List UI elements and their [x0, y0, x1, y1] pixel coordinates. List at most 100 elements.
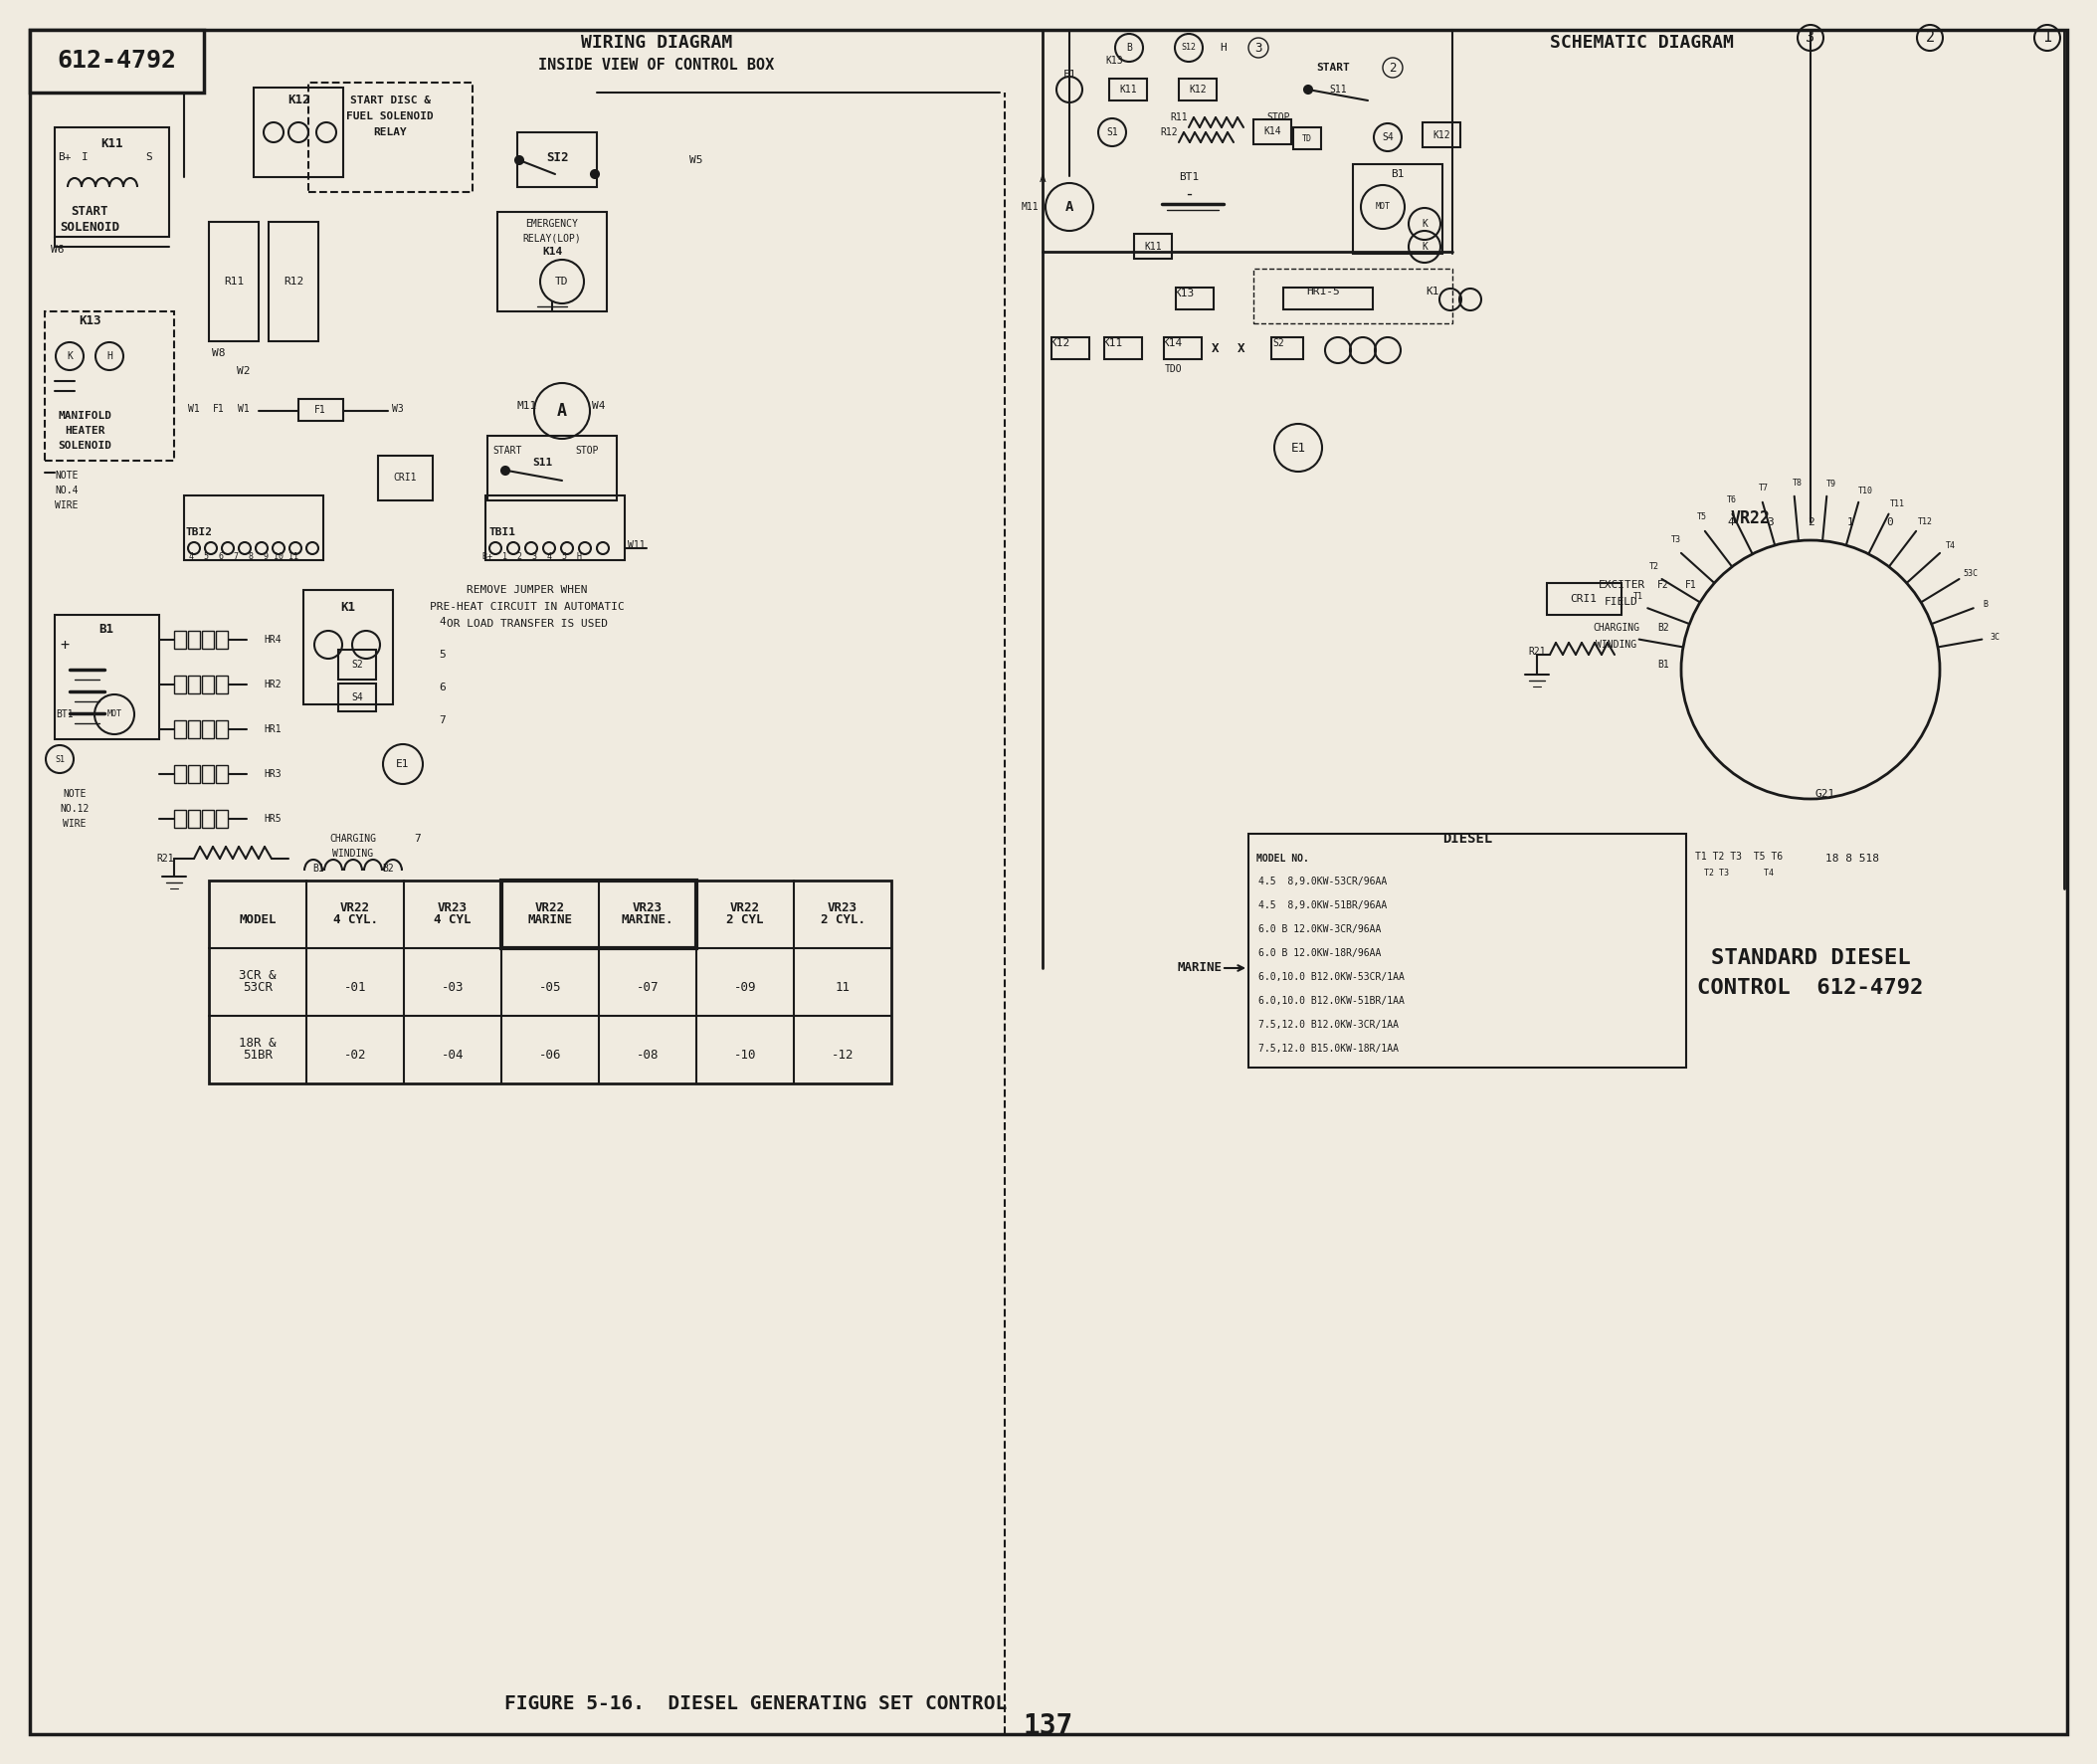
Text: 5: 5 — [438, 649, 447, 660]
Bar — [1176, 288, 1214, 309]
Text: 18R &: 18R & — [239, 1037, 277, 1050]
Text: CONTROL  612-4792: CONTROL 612-4792 — [1696, 977, 1923, 998]
Text: K12: K12 — [1048, 339, 1069, 348]
Text: 1: 1 — [2042, 30, 2051, 46]
Text: W1: W1 — [189, 404, 199, 415]
Bar — [484, 496, 625, 561]
Text: E1: E1 — [396, 759, 409, 769]
Bar — [201, 766, 214, 783]
Text: B+: B+ — [59, 152, 71, 162]
Text: VR22: VR22 — [535, 901, 564, 916]
Bar — [174, 720, 187, 737]
Text: HR3: HR3 — [264, 769, 281, 780]
Bar — [1134, 235, 1172, 259]
Bar — [55, 616, 159, 739]
Text: SOLENOID: SOLENOID — [59, 441, 111, 450]
Text: HR4: HR4 — [264, 635, 281, 644]
Text: SI2: SI2 — [545, 150, 568, 164]
Text: 18 8 518: 18 8 518 — [1824, 854, 1879, 864]
Circle shape — [516, 157, 524, 164]
Bar — [308, 83, 472, 192]
Text: X: X — [1237, 342, 1246, 355]
Text: DIESEL: DIESEL — [1443, 833, 1493, 845]
Text: OR LOAD TRANSFER IS USED: OR LOAD TRANSFER IS USED — [447, 619, 608, 628]
Bar — [1179, 79, 1216, 101]
Text: NO.4: NO.4 — [55, 485, 78, 496]
Text: 7.5,12.0 B12.0KW-3CR/1AA: 7.5,12.0 B12.0KW-3CR/1AA — [1258, 1020, 1399, 1030]
Text: R11: R11 — [224, 277, 243, 286]
Text: STANDARD DIESEL: STANDARD DIESEL — [1711, 949, 1910, 968]
Text: WIRE: WIRE — [55, 501, 78, 510]
Bar — [1105, 337, 1143, 360]
Text: SCHEMATIC DIAGRAM: SCHEMATIC DIAGRAM — [1550, 34, 1734, 51]
Text: W4: W4 — [591, 400, 606, 411]
Text: I: I — [82, 152, 88, 162]
Text: 2: 2 — [1808, 517, 1814, 527]
Text: -03: -03 — [442, 981, 463, 993]
Text: S4: S4 — [1382, 132, 1395, 143]
Text: X: X — [1212, 342, 1218, 355]
Text: B+  1  2  3  4  5  H: B+ 1 2 3 4 5 H — [482, 552, 583, 561]
Text: S2: S2 — [352, 660, 363, 670]
Bar — [29, 30, 203, 92]
Text: T3: T3 — [1671, 534, 1682, 543]
Text: CHARGING: CHARGING — [1594, 623, 1640, 633]
Text: A: A — [558, 402, 566, 420]
Circle shape — [1116, 34, 1143, 62]
Text: R11: R11 — [1170, 113, 1187, 122]
Text: T2 T3       T4: T2 T3 T4 — [1705, 868, 1774, 877]
Text: W1: W1 — [237, 404, 250, 415]
Text: 4 CYL.: 4 CYL. — [333, 912, 377, 926]
Bar — [201, 632, 214, 649]
Text: 6.0 B 12.0KW-3CR/96AA: 6.0 B 12.0KW-3CR/96AA — [1258, 924, 1382, 935]
Text: K: K — [1422, 242, 1428, 252]
Text: TD: TD — [556, 277, 568, 286]
Text: EMERGENCY: EMERGENCY — [526, 219, 579, 229]
Text: 6.0,10.0 B12.0KW-51BR/1AA: 6.0,10.0 B12.0KW-51BR/1AA — [1258, 997, 1405, 1005]
Bar — [1051, 337, 1088, 360]
Bar — [216, 720, 229, 737]
Text: SOLENOID: SOLENOID — [59, 220, 120, 233]
Text: K14: K14 — [1162, 339, 1183, 348]
Text: -05: -05 — [539, 981, 562, 993]
Bar — [1271, 337, 1302, 360]
Text: K13: K13 — [1174, 289, 1193, 298]
Text: FUEL SOLENOID: FUEL SOLENOID — [346, 111, 434, 122]
Bar — [497, 212, 606, 312]
Text: HR1-5: HR1-5 — [1306, 286, 1340, 296]
Bar — [298, 399, 344, 422]
Text: K: K — [67, 351, 73, 362]
Text: CHARGING: CHARGING — [329, 834, 377, 843]
Bar — [254, 88, 344, 176]
Bar — [216, 632, 229, 649]
Text: TDO: TDO — [1166, 363, 1183, 374]
Text: W11: W11 — [627, 540, 646, 550]
Text: S1: S1 — [1107, 127, 1118, 138]
Bar — [1109, 79, 1147, 101]
Text: 4  5  6  7  8  9 10 11: 4 5 6 7 8 9 10 11 — [189, 552, 298, 561]
Text: 2: 2 — [1925, 30, 1933, 46]
Text: H: H — [1220, 42, 1227, 53]
Text: NOTE: NOTE — [55, 471, 78, 480]
Bar — [189, 632, 199, 649]
Text: STOP: STOP — [575, 446, 598, 455]
Text: T9: T9 — [1826, 480, 1837, 489]
Text: K11: K11 — [1103, 339, 1122, 348]
Bar — [55, 127, 170, 236]
Text: K14: K14 — [1264, 127, 1281, 136]
Text: T10: T10 — [1858, 487, 1873, 496]
Text: K11: K11 — [101, 138, 122, 150]
Text: VR23: VR23 — [828, 901, 858, 916]
Text: A: A — [1065, 199, 1074, 213]
Text: VR22: VR22 — [1730, 510, 1770, 527]
Text: 11: 11 — [835, 981, 849, 993]
Text: T1: T1 — [1634, 593, 1644, 602]
Text: 2: 2 — [1388, 62, 1397, 74]
Text: 6: 6 — [438, 683, 447, 693]
Bar — [216, 766, 229, 783]
Text: S11: S11 — [533, 457, 552, 467]
Text: TBI1: TBI1 — [489, 527, 516, 538]
Text: MOT: MOT — [1376, 203, 1390, 212]
Text: 4.5  8,9.0KW-51BR/96AA: 4.5 8,9.0KW-51BR/96AA — [1258, 900, 1386, 910]
Text: F2: F2 — [1657, 580, 1669, 589]
